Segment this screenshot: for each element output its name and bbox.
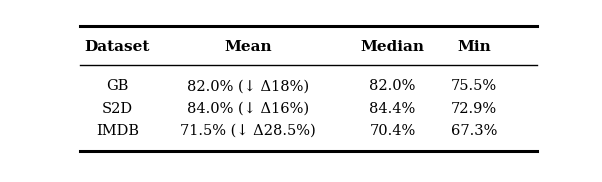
Text: 71.5% (↓ Δ28.5%): 71.5% (↓ Δ28.5%) (180, 124, 315, 138)
Text: Min: Min (458, 40, 491, 54)
Text: Mean: Mean (224, 40, 272, 54)
Text: IMDB: IMDB (96, 124, 138, 138)
Text: 82.0%: 82.0% (369, 79, 416, 93)
Text: GB: GB (106, 79, 128, 93)
Text: Dataset: Dataset (84, 40, 150, 54)
Text: 70.4%: 70.4% (370, 124, 415, 138)
Text: 67.3%: 67.3% (451, 124, 497, 138)
Text: Median: Median (361, 40, 424, 54)
Text: 84.4%: 84.4% (370, 102, 415, 116)
Text: 84.0% (↓ Δ16%): 84.0% (↓ Δ16%) (187, 102, 309, 116)
Text: S2D: S2D (102, 102, 133, 116)
Text: 75.5%: 75.5% (451, 79, 497, 93)
Text: 82.0% (↓ Δ18%): 82.0% (↓ Δ18%) (187, 79, 309, 93)
Text: 72.9%: 72.9% (451, 102, 497, 116)
